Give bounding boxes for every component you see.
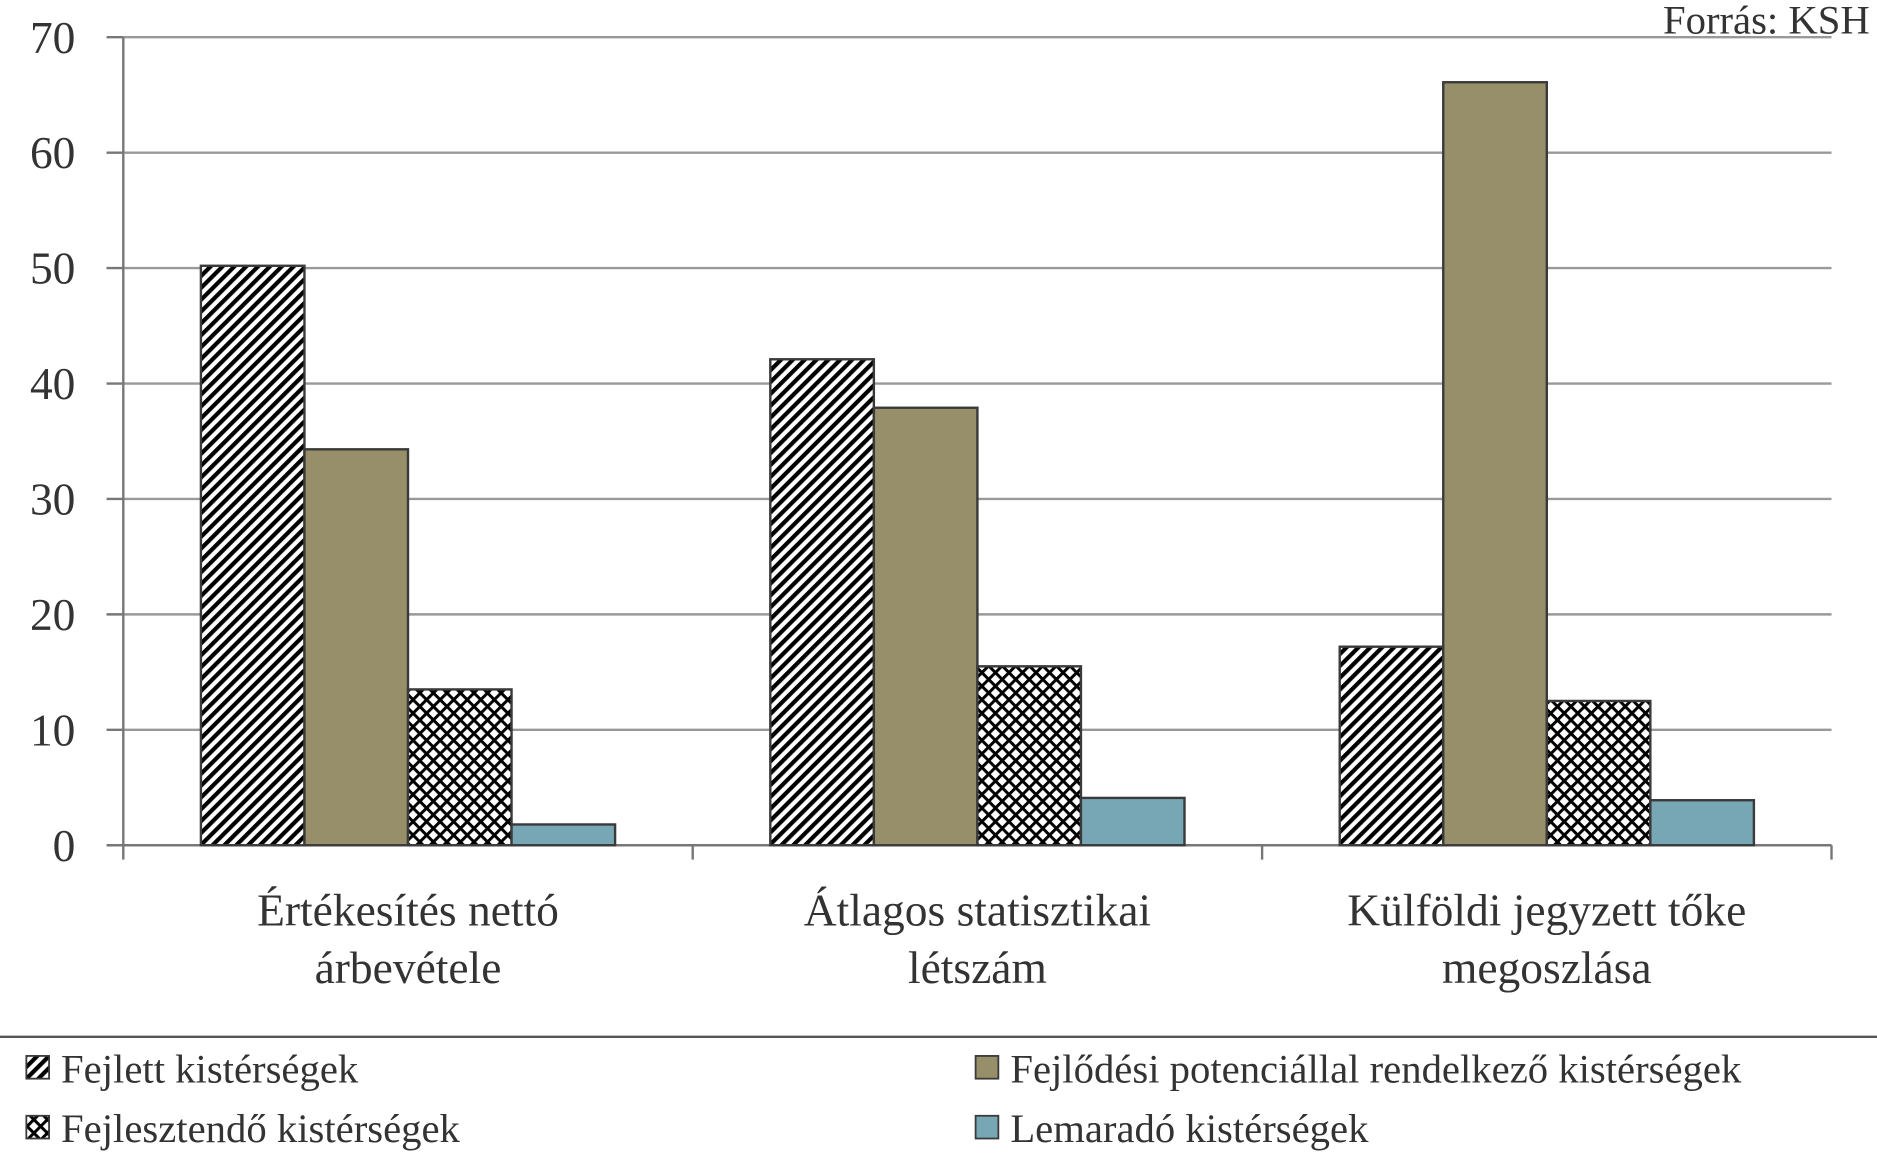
source-note: Forrás: KSH [1663,0,1870,43]
y-tick-label: 0 [53,820,76,871]
legend-swatch [25,1114,50,1140]
legend-label: Fejlődési potenciállal rendelkező kistér… [1010,1046,1742,1091]
legend-label: Fejlett kistérségek [61,1046,359,1091]
x-tick-label: Külföldi jegyzett tőke [1347,884,1746,935]
y-tick-label: 30 [30,474,75,525]
x-tick-label: létszám [908,942,1047,993]
bar [1079,796,1186,847]
legend-label: Fejlesztendő kistérségek [61,1106,461,1151]
x-tick-label: árbevétele [315,942,502,993]
bar [1442,81,1549,847]
y-tick-label: 70 [30,12,75,63]
x-tick-label: Átlagos statisztikai [804,884,1151,935]
bar [303,448,410,847]
bar [199,264,306,847]
y-tick-label: 60 [30,127,75,178]
bar [1545,699,1652,847]
x-tick-label: Értékesítés nettó [257,884,559,935]
bar [769,358,876,847]
bar [406,688,513,847]
bar [976,665,1083,847]
legend-swatch [974,1055,1000,1080]
y-tick-label: 50 [30,243,75,294]
x-tick-label: megoszlása [1442,942,1652,993]
legend-label: Lemaradó kistérségek [1010,1106,1369,1151]
legend-swatch [25,1055,50,1080]
legend-swatch [974,1114,1000,1140]
bar [1649,799,1756,847]
bar [1338,645,1445,847]
y-tick-label: 20 [30,589,75,640]
bar [872,406,979,847]
y-tick-label: 40 [30,358,75,409]
y-tick-label: 10 [30,704,75,755]
bar [510,823,617,847]
